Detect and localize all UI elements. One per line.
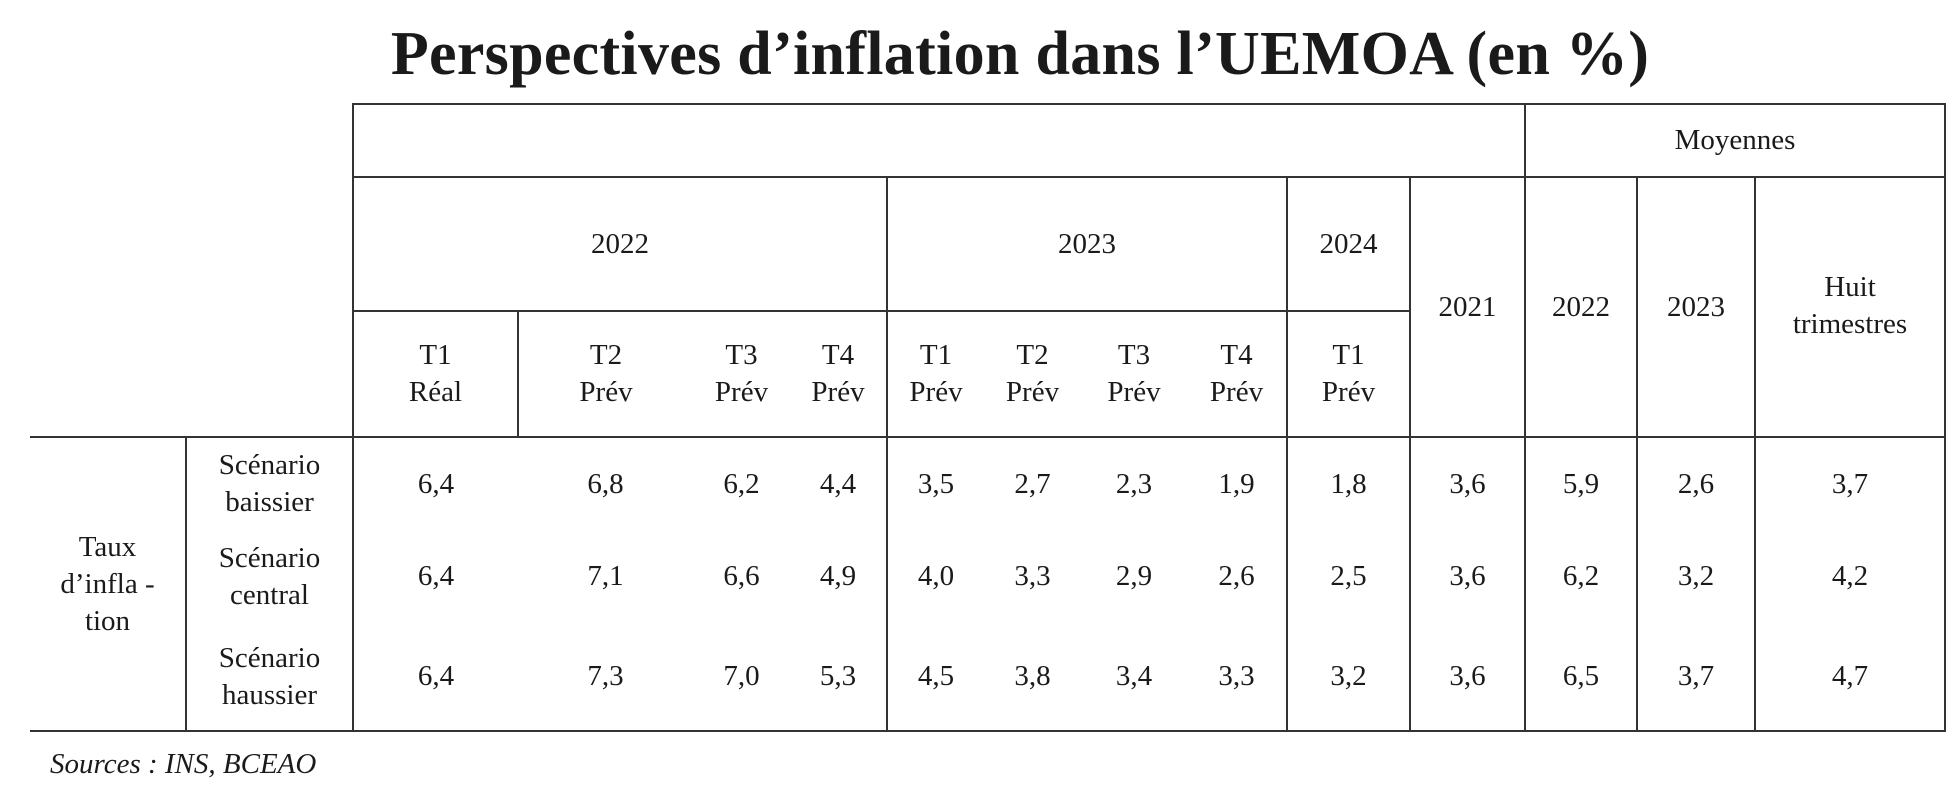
- cell-value: 2,7: [1014, 467, 1051, 500]
- quarter-type: Prév: [579, 376, 633, 408]
- cell-value: 5,9: [1525, 437, 1638, 530]
- row-group-line: tion: [84, 604, 131, 637]
- cell-value: 5,3: [790, 623, 888, 732]
- quarter-label: T3: [725, 339, 758, 371]
- quarter-label: T4: [821, 339, 855, 371]
- scenario-line: haussier: [221, 678, 318, 711]
- header-quarter: T1 Réal: [352, 310, 519, 438]
- header-avg-eight-line2: trimestres: [1792, 307, 1908, 340]
- quarter-type: Prév: [811, 376, 865, 408]
- scenario-label: Scénario baissier: [186, 437, 354, 530]
- header-year-2022: 2022: [352, 176, 888, 312]
- cell-value: 2,6: [1637, 437, 1756, 530]
- cell-value: 3,5: [917, 467, 955, 500]
- quarter-label: T2: [589, 339, 623, 371]
- quarter-type: Réal: [408, 376, 463, 408]
- header-2021: 2021: [1409, 176, 1526, 438]
- header-averages: Moyennes: [1524, 103, 1946, 178]
- row-group-line: Taux: [78, 530, 137, 563]
- cell-value: 6,5: [1525, 623, 1638, 732]
- scenario-line: Scénario: [218, 541, 321, 574]
- header-quarter: T1 Prév: [886, 310, 984, 438]
- header-quarter: T3 Prév: [693, 310, 790, 438]
- page-title: Perspectives d’inflation dans l’UEMOA (e…: [390, 20, 1650, 88]
- cell-value: 1,8: [1287, 437, 1411, 530]
- cell-value: 3,7: [1755, 437, 1946, 530]
- cell-value: 3,6: [1410, 437, 1526, 530]
- header-quarter: T2 Prév: [984, 310, 1081, 438]
- cell-value: 2,5: [1287, 530, 1411, 623]
- header-year-2024: 2024: [1286, 176, 1411, 312]
- cell-value: 6,4: [417, 467, 455, 500]
- header-avg-2022: 2022: [1524, 176, 1638, 438]
- cell-value: 3,3: [1014, 560, 1051, 592]
- header-blank-cell: [352, 103, 1526, 178]
- quarter-type: Prév: [909, 376, 963, 408]
- scenario-label: Scénario haussier: [186, 623, 354, 732]
- quarter-label: T1: [919, 339, 953, 371]
- cell-value: 6,4: [417, 560, 455, 592]
- quarter-label: T1: [1332, 339, 1365, 371]
- header-avg-eight-quarters: Huit trimestres: [1754, 176, 1946, 438]
- header-quarter: T4 Prév: [1187, 310, 1288, 438]
- row-group-line: d’infla -: [60, 567, 155, 600]
- cell-value: 6,2: [723, 467, 760, 500]
- row-group-label: Taux d’infla - tion: [30, 437, 187, 732]
- cell-value: 6,4: [353, 623, 518, 732]
- cell-value: 6,6: [723, 560, 760, 592]
- scenario-label: Scénario central: [186, 530, 354, 623]
- inflation-table: Moyennes 2022 2023 2024 2021 2022 2023 H…: [30, 103, 1946, 732]
- header-quarter: T3 Prév: [1081, 310, 1187, 438]
- cell-value: 3,7: [1637, 623, 1756, 732]
- header-quarter: T1 Prév: [1286, 310, 1411, 438]
- cell-value: 4,0: [917, 560, 955, 592]
- cell-value: 6,8: [587, 467, 624, 500]
- quarter-label: T3: [1117, 339, 1151, 371]
- quarter-type: Prév: [714, 376, 769, 408]
- header-year-2023: 2023: [886, 176, 1288, 312]
- cell-value: 3,6: [1410, 530, 1526, 623]
- cell-value: 3,4: [1081, 623, 1187, 732]
- cell-value: 3,8: [984, 623, 1081, 732]
- quarter-type: Prév: [1321, 376, 1376, 408]
- header-quarter: T2 Prév: [518, 310, 693, 438]
- header-quarter: T4 Prév: [790, 310, 888, 438]
- cell-value: 2,6: [1187, 530, 1288, 623]
- scenario-line: Scénario: [218, 641, 321, 674]
- cell-value: 7,0: [693, 623, 790, 732]
- quarter-type: Prév: [1005, 376, 1060, 408]
- cell-value: 3,2: [1287, 623, 1411, 732]
- cell-value: 4,9: [790, 530, 888, 623]
- cell-value: 2,9: [1115, 560, 1153, 592]
- scenario-line: Scénario: [218, 449, 321, 481]
- cell-value: 4,7: [1755, 623, 1946, 732]
- cell-value: 2,3: [1115, 467, 1153, 500]
- quarter-type: Prév: [1209, 376, 1264, 408]
- scenario-line: central: [230, 578, 309, 611]
- quarter-label: T2: [1016, 339, 1049, 371]
- cell-value: 4,2: [1755, 530, 1946, 623]
- scenario-line: baissier: [225, 486, 314, 518]
- cell-value: 7,3: [518, 623, 693, 732]
- source-note: Sources : INS, BCEAO: [50, 748, 317, 780]
- cell-value: 3,2: [1637, 530, 1756, 623]
- cell-value: 4,4: [790, 437, 888, 530]
- cell-value: 6,2: [1525, 530, 1638, 623]
- cell-value: 1,9: [1187, 437, 1288, 530]
- quarter-label: T1: [419, 339, 452, 371]
- cell-value: 4,5: [887, 623, 984, 732]
- header-avg-eight-line1: Huit: [1824, 270, 1876, 303]
- cell-value: 3,6: [1410, 623, 1526, 732]
- cell-value: 7,1: [587, 560, 624, 592]
- quarter-label: T4: [1220, 339, 1253, 371]
- quarter-type: Prév: [1107, 376, 1161, 408]
- header-avg-2023: 2023: [1636, 176, 1756, 438]
- cell-value: 3,3: [1187, 623, 1288, 732]
